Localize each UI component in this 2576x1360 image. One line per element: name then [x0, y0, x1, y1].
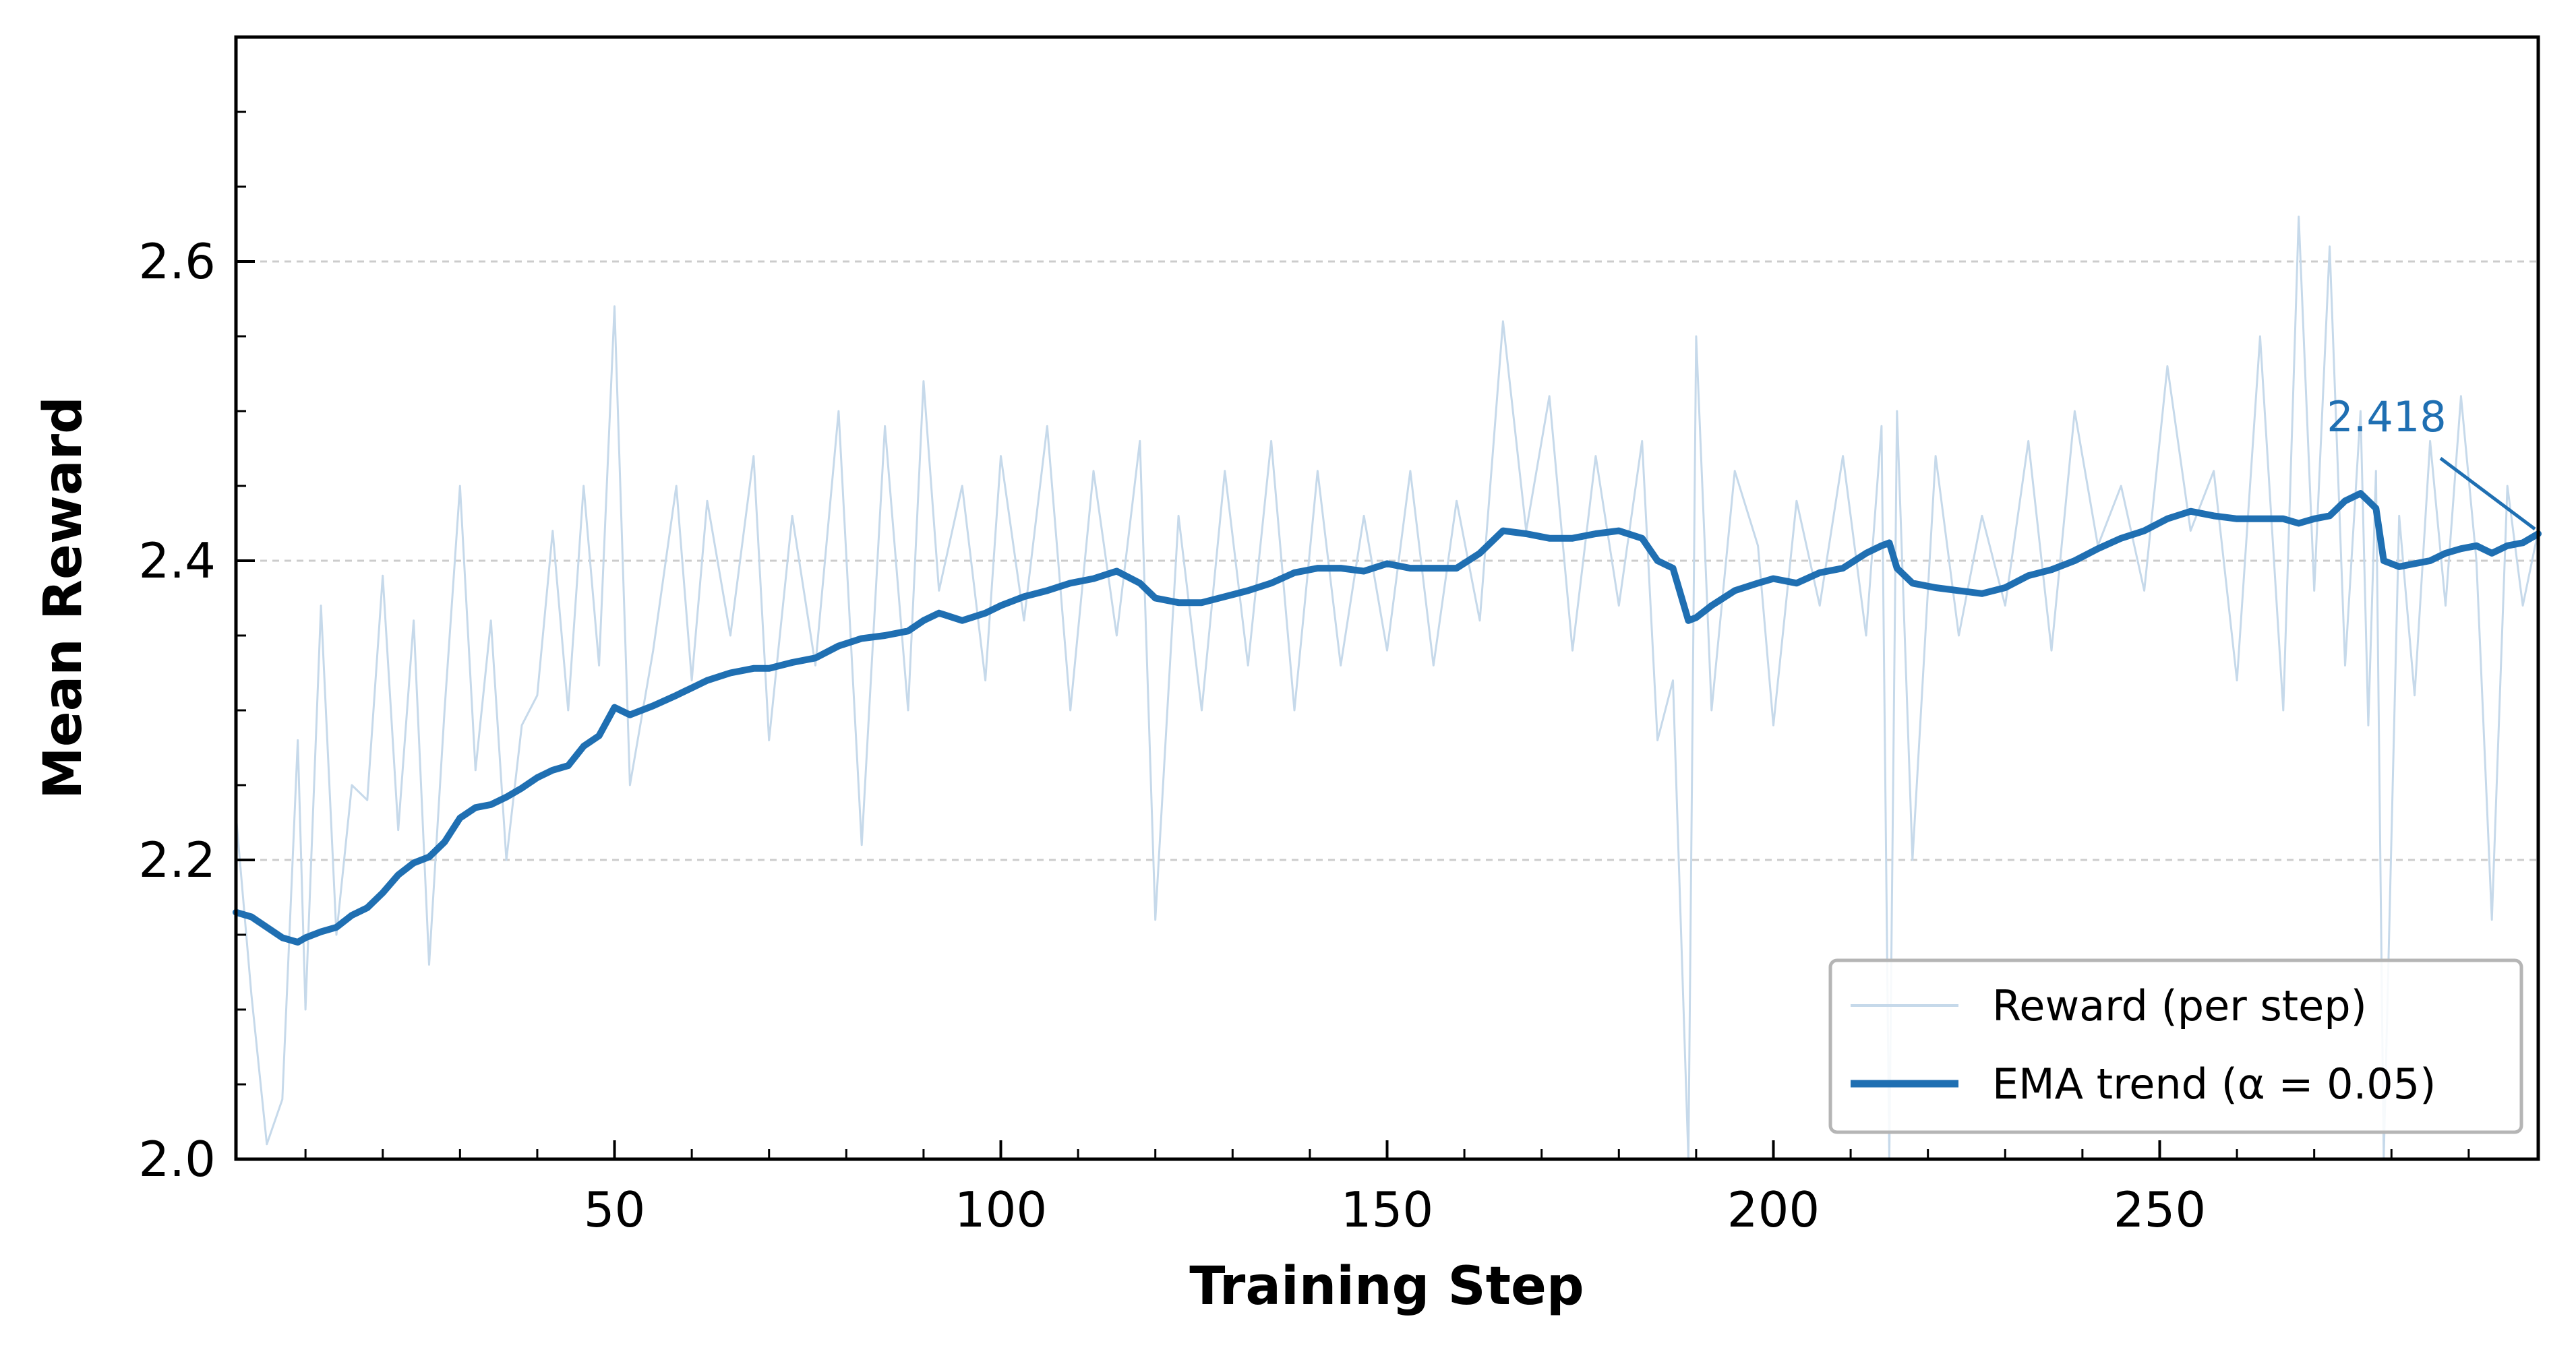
legend-label-raw: Reward (per step) — [1992, 981, 2367, 1030]
y-tick-label: 2.2 — [138, 832, 216, 888]
y-tick-label: 2.6 — [138, 233, 216, 290]
grid-lines — [236, 260, 2538, 861]
ema-trend-series — [233, 490, 2542, 946]
x-axis-ticks: 50 100 150 200 250 — [304, 1140, 2470, 1238]
y-axis-title: Mean Reward — [33, 396, 94, 799]
x-tick-label: 150 — [1341, 1181, 1433, 1238]
raw-reward-series — [235, 215, 2540, 1161]
legend-label-ema: EMA trend (α = 0.05) — [1992, 1059, 2436, 1109]
raw-reward-line — [235, 215, 2540, 1161]
annotation-leader-line — [2439, 457, 2536, 530]
annotation-label: 2.418 — [2327, 392, 2447, 441]
x-tick-label: 50 — [584, 1181, 646, 1238]
legend: Reward (per step) EMA trend (α = 0.05) — [1828, 958, 2523, 1134]
y-tick-label: 2.0 — [138, 1131, 216, 1187]
y-axis-ticks: 2.0 2.2 2.4 2.6 — [138, 111, 255, 1187]
x-axis-title: Training Step — [1189, 1256, 1584, 1317]
y-tick-label: 2.4 — [138, 532, 216, 589]
ema-trend-line — [233, 490, 2542, 946]
x-tick-label: 200 — [1727, 1181, 1820, 1238]
final-value-annotation: 2.418 — [2327, 392, 2536, 530]
x-tick-label: 100 — [955, 1181, 1047, 1238]
x-tick-label: 250 — [2114, 1181, 2206, 1238]
legend-box — [1828, 958, 2523, 1134]
